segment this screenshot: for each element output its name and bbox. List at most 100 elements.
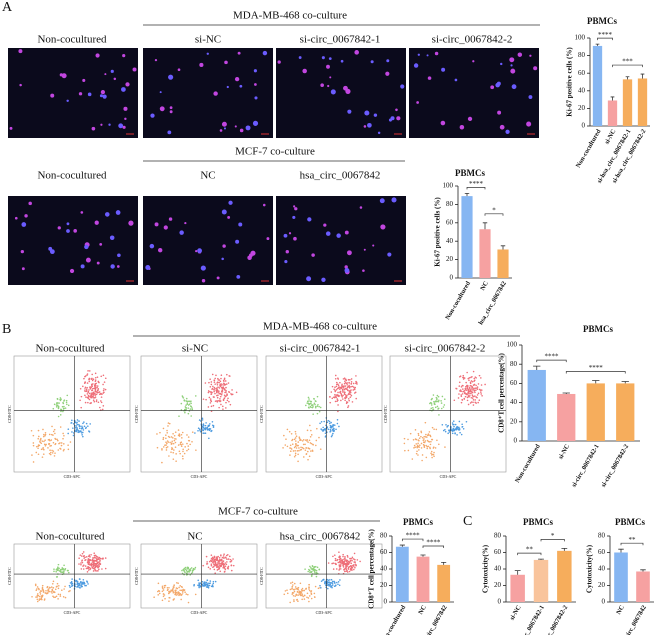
y-axis-label: CD8⁺T cell percentage(%) [498, 353, 506, 433]
event [333, 388, 335, 391]
cell [440, 120, 446, 126]
event [222, 566, 225, 569]
event [63, 564, 65, 567]
event [157, 582, 160, 585]
event [297, 586, 300, 589]
event [204, 427, 207, 430]
event [350, 378, 353, 380]
event [71, 419, 73, 422]
event [186, 449, 188, 452]
event [429, 443, 432, 446]
event [437, 400, 440, 403]
event [86, 396, 89, 399]
event [96, 385, 99, 387]
cell [346, 250, 352, 256]
event [476, 388, 479, 390]
cell [330, 89, 336, 95]
event [37, 429, 40, 432]
cell [179, 230, 184, 235]
error-bar [561, 547, 568, 551]
event [99, 559, 101, 562]
event [413, 447, 415, 449]
event [94, 394, 96, 396]
event [39, 593, 42, 595]
event [435, 428, 438, 431]
flow-axis-label: CD3-APC [316, 474, 333, 479]
cell [416, 101, 419, 104]
event [51, 590, 54, 592]
event [168, 597, 171, 599]
event [184, 591, 186, 593]
event [462, 390, 465, 393]
event [76, 419, 79, 421]
cell [99, 94, 103, 98]
cell [59, 73, 63, 77]
cell [9, 126, 13, 130]
event [51, 592, 53, 594]
event [284, 444, 287, 446]
event [85, 388, 88, 391]
event [182, 457, 184, 460]
cell [201, 279, 206, 283]
cell [49, 249, 55, 255]
event [173, 449, 175, 451]
event [327, 428, 330, 431]
cell [364, 110, 370, 116]
event [218, 557, 221, 559]
event [175, 587, 178, 589]
event [182, 450, 184, 453]
event [220, 377, 222, 380]
micrograph [276, 196, 406, 285]
event [347, 406, 349, 409]
event [176, 581, 178, 584]
event [48, 590, 51, 593]
event [56, 438, 58, 441]
event [92, 565, 95, 567]
event [342, 387, 345, 389]
event [466, 387, 468, 390]
cell [20, 249, 24, 254]
event [182, 448, 184, 451]
event [450, 429, 452, 431]
cell [496, 81, 501, 86]
event [348, 392, 350, 395]
significance-bracket [620, 542, 644, 546]
event [338, 568, 341, 570]
cell [372, 244, 375, 247]
event [165, 446, 168, 449]
cell [24, 214, 28, 218]
event [340, 559, 342, 562]
event [39, 438, 42, 441]
event [223, 397, 226, 400]
event [75, 429, 78, 432]
event [222, 399, 225, 402]
event [347, 561, 349, 563]
event [454, 432, 456, 435]
event [59, 426, 62, 428]
event [433, 455, 435, 458]
event [285, 438, 287, 440]
event [222, 555, 225, 557]
event [337, 583, 339, 586]
significance-bracket [484, 213, 504, 216]
event [93, 396, 95, 399]
event [42, 435, 45, 438]
event [225, 557, 227, 559]
event [91, 561, 94, 563]
event [355, 375, 357, 377]
event [57, 593, 60, 596]
event [174, 437, 176, 440]
event [341, 391, 344, 393]
event [298, 590, 301, 593]
event [82, 568, 85, 570]
y-tick-label: 80 [598, 532, 606, 540]
event [211, 391, 213, 394]
event [409, 432, 412, 435]
event [52, 407, 55, 410]
cell [85, 257, 91, 263]
event [330, 391, 333, 393]
event [465, 381, 467, 384]
event [465, 389, 468, 391]
flow-axis-label: CD8-FITC [383, 405, 388, 423]
